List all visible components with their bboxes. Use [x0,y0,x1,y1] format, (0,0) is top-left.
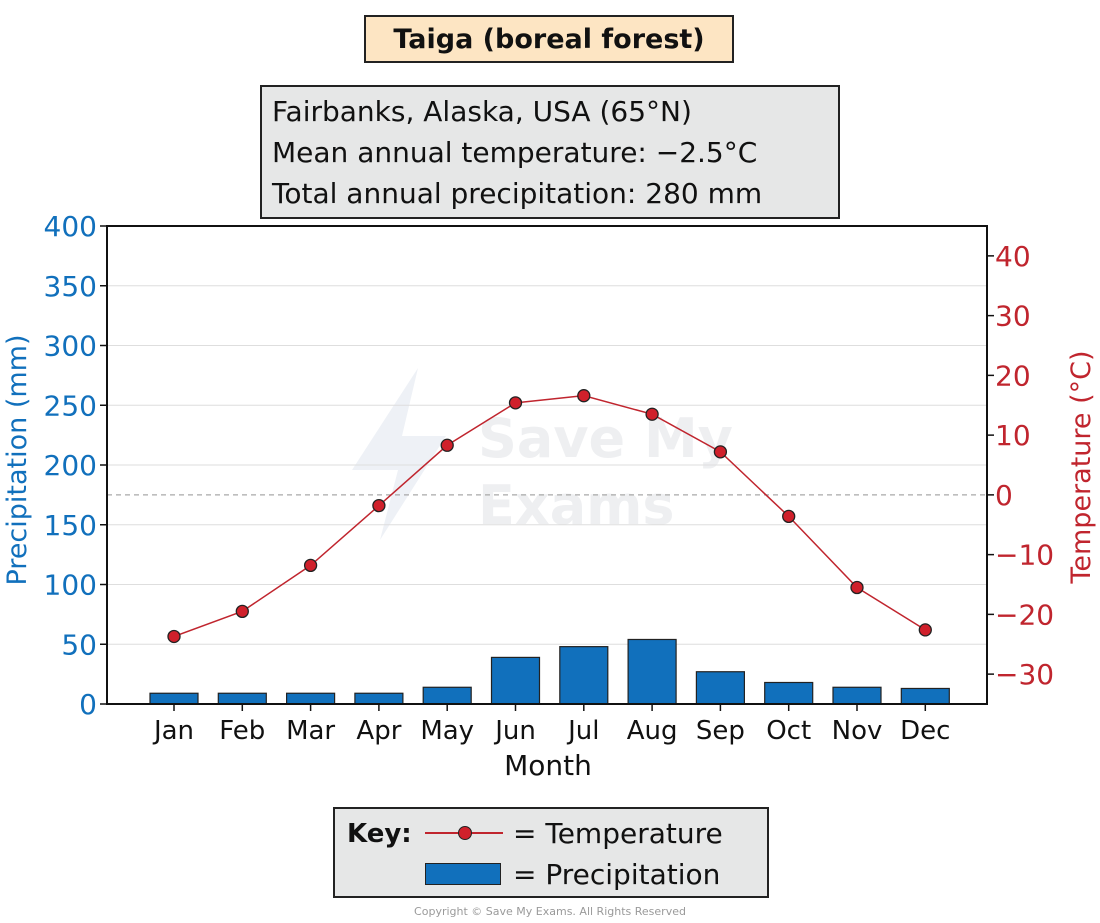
precipitation-bar-sep [695,671,746,705]
key-temperature-row: = Temperature [425,815,723,851]
right-tick-label: 40 [995,240,1031,273]
right-tick-label: 20 [995,359,1031,392]
precipitation-bar-dec [900,687,950,705]
temperature-point-feb [235,604,249,619]
left-tick-label: 50 [61,628,97,661]
x-tick-label-jul: Jul [566,716,599,746]
x-tick-label-feb: Feb [219,716,265,746]
precipitation-bar-aug [627,638,677,705]
key-temperature-label: = Temperature [513,816,723,850]
temperature-point-oct [782,509,796,524]
precipitation-bar-nov [832,686,882,705]
temperature-point-jan [167,629,181,644]
key-label: Key: [347,819,412,849]
left-tick-label: 100 [44,569,97,602]
left-axis-label: Precipitation (mm) [2,334,33,585]
right-tick-label: −30 [995,658,1054,691]
key-box: Key: = Temperature = Precipitation [333,807,769,898]
x-tick-label-jun: Jun [493,716,536,746]
temperature-point-aug [645,407,659,421]
right-tick-label: 0 [995,479,1013,512]
x-tick-label-aug: Aug [627,716,678,746]
temperature-point-may [440,438,454,452]
precipitation-bar-jul [559,646,609,705]
precipitation-bar-oct [764,681,814,705]
right-tick-label: −10 [995,539,1054,572]
x-axis-label: Month [504,749,592,782]
watermark-bolt-icon [352,368,446,540]
x-tick-label-jan: Jan [152,716,194,746]
left-tick-label: 400 [44,210,97,243]
right-tick-label: 10 [995,419,1031,452]
mean-temperature-text: Mean annual temperature: −2.5°C [272,136,758,169]
x-tick-label-sep: Sep [696,716,745,746]
left-tick-label: 250 [44,389,97,422]
precipitation-bar-jun [490,656,541,705]
x-tick-label-may: May [420,716,474,746]
left-tick-label: 0 [79,688,97,721]
x-tick-label-oct: Oct [766,716,811,746]
x-tick-label-nov: Nov [832,716,883,746]
left-tick-label: 200 [44,449,97,482]
temperature-series-line [173,394,926,638]
precipitation-bar-apr [354,692,404,705]
location-text: Fairbanks, Alaska, USA (65°N) [272,95,692,128]
precipitation-bar-may [422,686,472,705]
left-tick-label: 350 [44,270,97,303]
temperature-point-dec [918,623,932,637]
precipitation-bar-mar [286,692,336,705]
chart-title: Taiga (boreal forest) [364,15,734,63]
precipitation-bar-swatch [425,863,501,885]
left-tick-label: 150 [44,509,97,542]
temperature-point-jul [577,389,591,403]
right-axis: −30 −20 −10 0 10 20 30 40 [987,240,1054,691]
info-box: Fairbanks, Alaska, USA (65°N) Mean annua… [260,85,840,219]
temperature-point-jun [508,396,523,410]
right-tick-label: −20 [995,598,1054,631]
temperature-point-mar [303,558,318,573]
right-tick-label: 30 [995,300,1031,333]
watermark-line-2: Exams [478,474,675,537]
key-precipitation-row: = Precipitation [425,856,720,892]
left-axis: 0 50 100 150 200 250 300 350 400 [44,210,107,721]
x-axis: Jan Feb Mar Apr May Jun Jul Aug Sep Oct Nov Dec [152,704,950,746]
gridlines [107,285,987,645]
temperature-point-sep [713,445,728,459]
total-precipitation-text: Total annual precipitation: 280 mm [272,177,763,210]
x-tick-label-apr: Apr [356,716,401,746]
left-tick-label: 300 [44,330,97,363]
copyright-notice: Copyright © Save My Exams. All Rights Re… [414,905,686,918]
key-precipitation-label: = Precipitation [513,857,721,891]
precipitation-bar-feb [217,692,267,705]
right-axis-label: Temperature (°C) [1066,350,1097,584]
watermark-line-1: Save My [478,407,733,470]
temperature-line-swatch [425,822,503,844]
x-tick-label-mar: Mar [286,716,335,746]
temperature-point-apr [372,498,386,513]
temperature-point-nov [850,580,864,595]
precipitation-bar-jan [149,692,199,705]
x-tick-label-dec: Dec [900,716,950,746]
temperature-line [167,389,932,644]
